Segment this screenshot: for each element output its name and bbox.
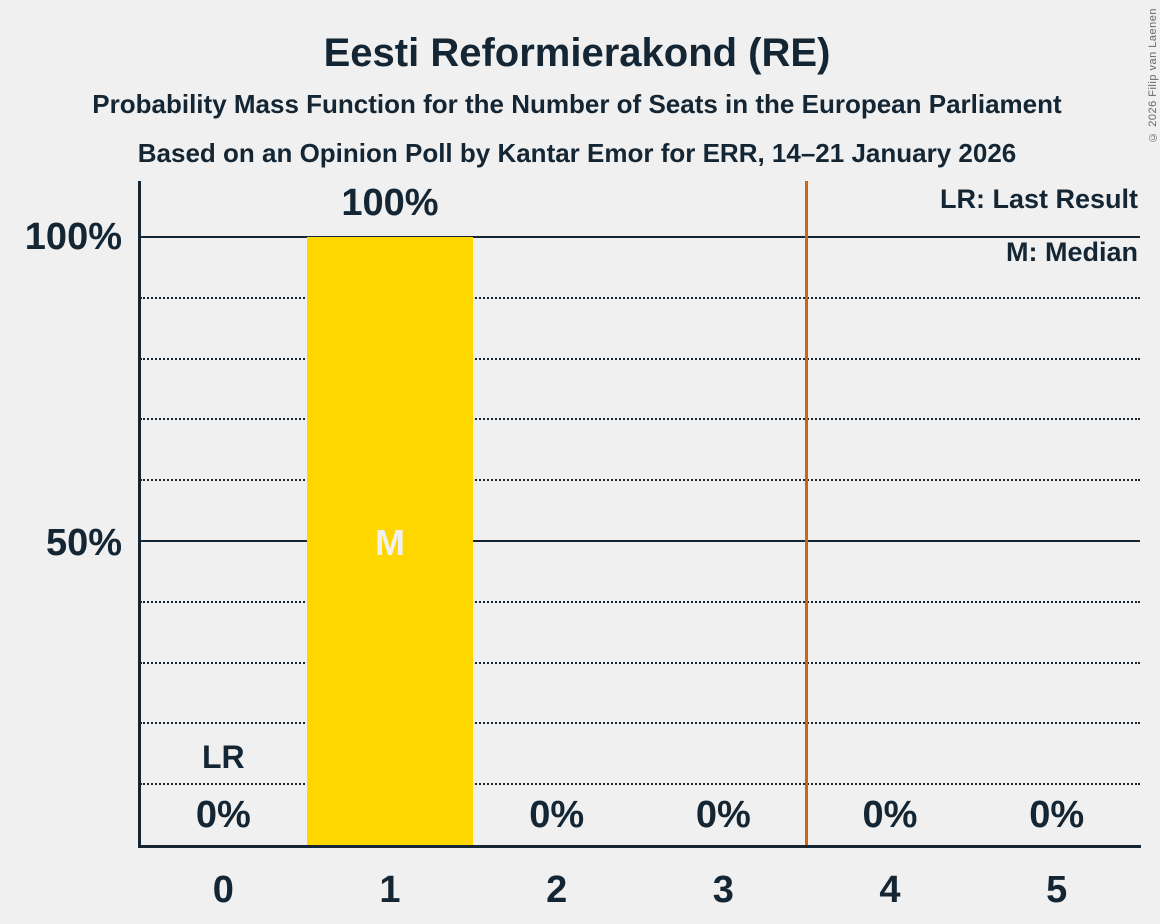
gridline-dotted-20 [140, 722, 1140, 724]
median-marker: M [374, 522, 405, 563]
x-axis-tick-0: 0 [212, 869, 234, 911]
chart-subtitle-pmf: Probability Mass Function for the Number… [92, 89, 1062, 119]
reference-line [805, 181, 808, 845]
x-axis-line [138, 845, 1141, 848]
bar-value-label-5: 0% [1029, 794, 1085, 836]
gridline-dotted-30 [140, 662, 1140, 664]
plot-area: 0% 100% 0% 0% 0% 0% LR M [140, 181, 1140, 845]
x-axis-tick-1: 1 [379, 869, 401, 911]
bar-seats-1 [306, 237, 474, 845]
page-title: Eesti Reformierakond (RE) [323, 31, 831, 75]
x-axis-tick-5: 5 [1046, 869, 1068, 911]
x-axis-tick-4: 4 [879, 869, 901, 911]
legend-median: M: Median [1006, 237, 1138, 267]
x-axis-tick-2: 2 [546, 869, 568, 911]
bar-value-label-4: 0% [862, 794, 918, 836]
last-result-marker: LR [202, 739, 245, 775]
bar-value-label-1: 100% [341, 182, 439, 224]
x-axis-tick-3: 3 [712, 869, 734, 911]
gridline-solid-50 [140, 540, 1140, 542]
x-axis-labels: 0 1 2 3 4 5 [140, 868, 1140, 912]
y-axis-tick-50: 50% [45, 522, 122, 564]
bar-value-label-2: 0% [529, 794, 585, 836]
y-axis-line [138, 181, 141, 848]
y-axis-tick-100: 100% [24, 216, 122, 258]
gridline-dotted-90 [140, 297, 1140, 299]
gridline-dotted-60 [140, 479, 1140, 481]
bar-value-label-0: 0% [195, 794, 251, 836]
gridline-dotted-80 [140, 358, 1140, 360]
gridline-dotted-10 [140, 783, 1140, 785]
gridline-dotted-70 [140, 418, 1140, 420]
chart-subtitle-poll: Based on an Opinion Poll by Kantar Emor … [137, 138, 1017, 168]
gridline-solid-100 [140, 236, 1140, 238]
copyright-notice: © 2026 Filip van Laenen [1147, 8, 1159, 143]
legend-last-result: LR: Last Result [939, 184, 1138, 214]
bar-value-label-3: 0% [695, 794, 751, 836]
gridline-dotted-40 [140, 601, 1140, 603]
